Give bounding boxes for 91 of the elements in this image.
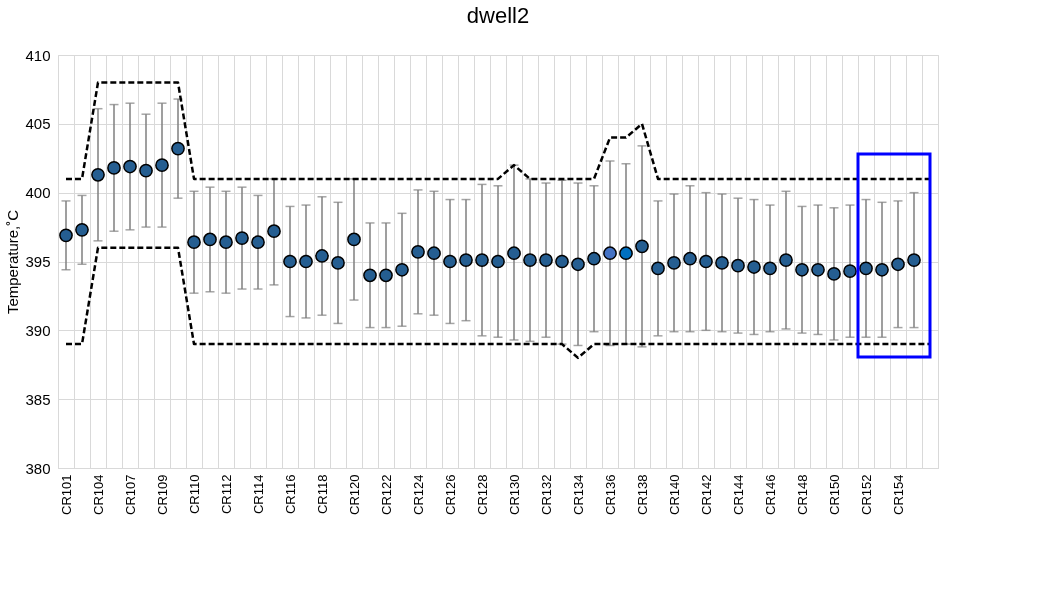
point bbox=[251, 235, 265, 250]
x-tick-label: CR130 bbox=[506, 474, 522, 515]
point bbox=[635, 239, 649, 254]
x-tick-label: CR110 bbox=[186, 474, 202, 515]
x-tick-label: CR112 bbox=[218, 474, 234, 515]
point bbox=[875, 262, 889, 277]
point bbox=[395, 262, 409, 277]
x-tick-label: CR116 bbox=[282, 474, 298, 515]
point bbox=[59, 228, 73, 243]
point bbox=[107, 161, 121, 175]
point bbox=[555, 254, 569, 269]
x-tick-label: CR144 bbox=[730, 474, 746, 515]
x-tick-label: CR154 bbox=[890, 474, 906, 515]
point bbox=[587, 251, 601, 266]
point bbox=[843, 264, 857, 278]
point bbox=[171, 141, 185, 156]
x-tick-label: CR109 bbox=[154, 474, 170, 515]
point bbox=[571, 257, 585, 272]
y-tick-label: 410 bbox=[25, 46, 51, 64]
point bbox=[427, 246, 441, 261]
point bbox=[283, 254, 297, 269]
point bbox=[363, 268, 377, 283]
x-tick-label: CR120 bbox=[346, 474, 362, 515]
point bbox=[651, 261, 665, 276]
x-tick-label: CR101 bbox=[58, 474, 74, 515]
point bbox=[859, 261, 873, 276]
point bbox=[827, 267, 841, 281]
x-tick-label: CR132 bbox=[538, 474, 554, 515]
point bbox=[411, 245, 425, 259]
point bbox=[619, 246, 633, 261]
point bbox=[891, 257, 905, 272]
point bbox=[315, 249, 329, 263]
x-tick-label: CR107 bbox=[122, 474, 138, 515]
point bbox=[75, 222, 89, 237]
x-tick-label: CR124 bbox=[410, 474, 426, 515]
point bbox=[267, 224, 281, 239]
point bbox=[683, 251, 697, 266]
point bbox=[907, 253, 921, 267]
point bbox=[91, 167, 105, 182]
point bbox=[779, 253, 793, 267]
y-tick-label: 395 bbox=[25, 253, 51, 270]
point bbox=[603, 246, 617, 261]
point bbox=[667, 256, 681, 270]
y-tick-label: 400 bbox=[25, 184, 51, 202]
point bbox=[475, 253, 489, 267]
point bbox=[219, 235, 233, 250]
point bbox=[443, 254, 457, 269]
x-tick-label: CR136 bbox=[602, 474, 618, 515]
point bbox=[299, 254, 313, 269]
x-tick-label: CR118 bbox=[314, 474, 330, 515]
x-tick-label: CR152 bbox=[858, 474, 874, 515]
point bbox=[699, 254, 713, 269]
point bbox=[379, 268, 393, 283]
point bbox=[523, 253, 537, 267]
x-tick-label: CR146 bbox=[762, 474, 778, 515]
point bbox=[507, 246, 521, 261]
point bbox=[715, 256, 729, 270]
x-tick-label: CR138 bbox=[634, 474, 650, 515]
point bbox=[347, 232, 361, 247]
y-axis-title: Temperature,˚C bbox=[4, 209, 22, 315]
y-tick-label: 380 bbox=[25, 459, 51, 477]
point bbox=[491, 254, 505, 269]
y-tick-label: 405 bbox=[25, 115, 51, 133]
y-tick-label: 390 bbox=[25, 321, 51, 339]
x-tick-label: CR134 bbox=[570, 474, 586, 515]
point bbox=[763, 261, 777, 276]
point bbox=[731, 258, 745, 273]
x-tick-label: CR122 bbox=[378, 474, 394, 515]
point bbox=[539, 253, 553, 267]
point bbox=[187, 235, 201, 250]
y-tick-label: 385 bbox=[25, 390, 51, 408]
x-tick-label: CR142 bbox=[698, 474, 714, 515]
x-tick-label: CR140 bbox=[666, 474, 682, 515]
x-tick-label: CR148 bbox=[794, 474, 810, 515]
point bbox=[139, 163, 153, 178]
point bbox=[235, 231, 249, 245]
point bbox=[795, 262, 809, 277]
point bbox=[203, 232, 217, 247]
point bbox=[123, 159, 137, 174]
x-tick-label: CR114 bbox=[250, 474, 266, 515]
point bbox=[747, 260, 761, 274]
chart-title: dwell2 bbox=[466, 3, 530, 28]
point bbox=[811, 262, 825, 277]
point bbox=[331, 256, 345, 270]
x-tick-label: CR128 bbox=[474, 474, 490, 515]
x-tick-label: CR104 bbox=[90, 474, 106, 515]
x-tick-label: CR150 bbox=[826, 474, 842, 515]
point bbox=[459, 253, 473, 267]
point bbox=[155, 158, 169, 172]
x-tick-label: CR126 bbox=[442, 474, 458, 515]
line-series bbox=[64, 81, 932, 181]
